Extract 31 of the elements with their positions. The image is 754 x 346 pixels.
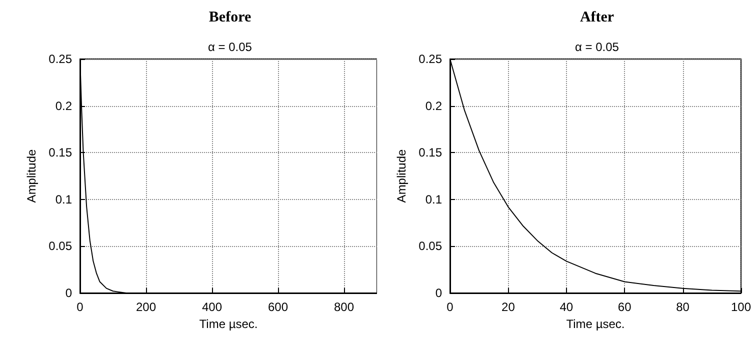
- x-axis-title: Time µsec.: [566, 316, 625, 331]
- y-axis-title: Amplitude: [24, 149, 39, 203]
- y-tick-label: 0.05: [48, 239, 72, 254]
- x-tick-label: 400: [202, 300, 222, 314]
- x-tick-label: 0: [76, 300, 84, 314]
- x-tick-label: 200: [136, 300, 156, 314]
- chart-subtitle: α = 0.05: [208, 40, 252, 54]
- y-tick-label: 0.1: [425, 192, 442, 206]
- chart-title: After: [580, 10, 614, 26]
- x-tick-label: 40: [560, 300, 574, 314]
- y-tick-label: 0: [65, 286, 72, 300]
- x-tick-label: 600: [268, 300, 288, 314]
- x-tick-label: 80: [676, 300, 690, 314]
- y-tick-label: 0.25: [418, 52, 442, 66]
- y-tick-label: 0.05: [418, 239, 442, 254]
- chart-title: Before: [208, 10, 252, 26]
- x-axis-title: Time µsec.: [199, 316, 258, 331]
- y-tick-label: 0.15: [418, 146, 442, 160]
- x-tick-label: 20: [502, 300, 516, 314]
- y-tick-label: 0.25: [48, 52, 72, 66]
- y-tick-label: 0.1: [55, 192, 72, 206]
- x-tick-label: 60: [618, 300, 632, 314]
- chart-subtitle: α = 0.05: [575, 40, 620, 54]
- x-tick-label: 100: [730, 300, 752, 314]
- y-axis-title: Amplitude: [394, 149, 409, 203]
- x-tick-label: 0: [446, 300, 454, 314]
- y-tick-label: 0.2: [55, 98, 72, 113]
- y-tick-label: 0.2: [425, 98, 442, 113]
- x-tick-label: 800: [334, 300, 354, 314]
- y-tick-label: 0.15: [48, 146, 72, 160]
- y-tick-label: 0: [435, 286, 442, 300]
